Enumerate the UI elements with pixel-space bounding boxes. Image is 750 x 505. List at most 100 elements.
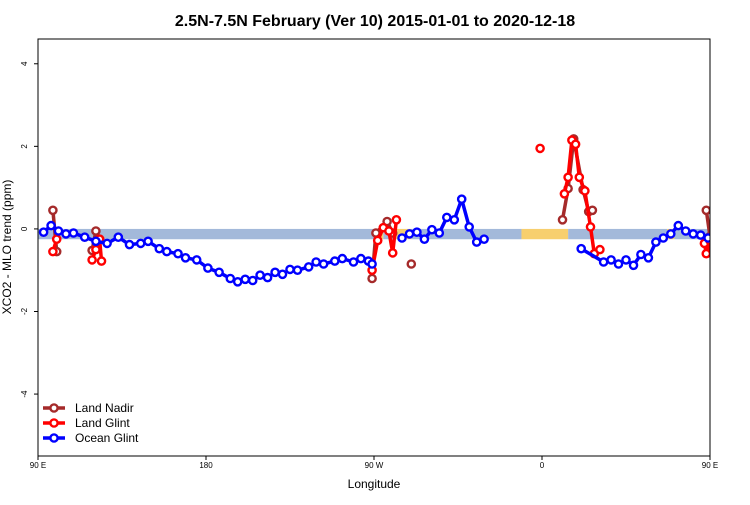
background-band-5 <box>521 228 569 240</box>
ocean-glint-point <box>277 269 288 280</box>
background-band-0 <box>38 228 376 240</box>
land-glint-point <box>384 226 394 236</box>
series-layer <box>38 134 710 287</box>
ocean-glint-point <box>628 260 639 271</box>
x-tick-label: 90 E <box>30 461 46 470</box>
land-glint-point <box>559 188 570 199</box>
ocean-glint-point <box>464 222 475 232</box>
land-nadir-point <box>701 205 710 216</box>
land-glint-point <box>535 143 545 154</box>
ocean-glint-point <box>102 238 112 249</box>
ocean-glint-point <box>46 220 56 231</box>
legend-item-land-nadir: Land Nadir <box>43 401 134 415</box>
land-glint-point <box>391 214 402 225</box>
y-tick-label: 2 <box>20 144 29 149</box>
ocean-glint-point <box>658 233 669 243</box>
x-axis: 90 E 180 90 W 0 90 E <box>30 456 718 470</box>
y-tick-label: -4 <box>20 390 29 398</box>
ocean-glint-point <box>161 246 172 257</box>
background-band-6 <box>568 228 668 240</box>
land-nadir-point <box>48 205 58 216</box>
land-glint-point <box>585 222 596 232</box>
ocean-glint-point <box>695 230 706 240</box>
land-glint-point <box>372 235 383 246</box>
land-nadir-point <box>91 226 101 236</box>
ocean-glint-point <box>397 233 407 243</box>
ocean-glint-point <box>124 239 135 250</box>
land-glint-point <box>574 172 585 183</box>
land-nadir-point <box>367 273 377 284</box>
ocean-glint-point <box>214 267 224 278</box>
ocean-glint-point <box>240 274 250 285</box>
ocean-glint-point <box>61 229 71 239</box>
ocean-glint-point <box>367 259 377 269</box>
ocean-glint-point <box>318 259 329 269</box>
ocean-glint-point <box>404 229 415 239</box>
x-tick-label: 0 <box>540 461 545 470</box>
ocean-glint-point <box>636 249 646 260</box>
ocean-glint-point <box>621 255 631 265</box>
land-nadir-point <box>406 259 417 269</box>
ocean-glint-point <box>337 253 348 264</box>
ocean-glint-point <box>113 232 124 242</box>
ocean-glint-point <box>303 262 314 272</box>
x-axis-title: Longitude <box>348 477 401 491</box>
land-glint-point <box>701 248 710 259</box>
ocean-glint-point <box>255 270 265 281</box>
land-glint-point <box>96 256 107 266</box>
y-axis-title: XCO2 - MLO trend (ppm) <box>0 180 14 315</box>
ocean-glint-point <box>412 227 422 237</box>
y-tick-label: 4 <box>20 61 29 66</box>
land-glint-point <box>51 234 62 244</box>
ocean-glint-point <box>143 236 153 247</box>
ocean-glint-point <box>311 257 321 267</box>
ocean-glint-point <box>348 257 359 267</box>
ocean-glint-point <box>643 252 654 263</box>
ocean-glint-point <box>673 220 684 231</box>
land-glint-point <box>595 244 605 255</box>
ocean-glint-point <box>606 255 616 265</box>
chart-title: 2.5N-7.5N February (Ver 10) 2015-01-01 t… <box>175 13 575 30</box>
ocean-glint-point <box>154 243 165 254</box>
ocean-glint-point <box>53 226 64 236</box>
y-tick-label: 0 <box>20 226 29 231</box>
land-glint-line-6 <box>702 238 710 256</box>
ocean-glint-point <box>285 264 295 275</box>
land-nadir-line-5 <box>704 208 710 251</box>
ocean-glint-point <box>441 212 452 223</box>
ocean-glint-point <box>598 257 609 267</box>
land-glint-point <box>91 244 101 255</box>
land-glint-point <box>387 248 398 258</box>
legend-label: Land Nadir <box>75 401 134 415</box>
ocean-glint-point <box>247 275 258 286</box>
ocean-glint-point <box>356 253 366 264</box>
land-glint-point <box>580 186 590 196</box>
ocean-glint-point <box>456 194 467 204</box>
y-axis: -4 -2 0 2 4 <box>20 61 38 398</box>
ocean-glint-point <box>270 267 280 278</box>
legend-marker <box>49 418 59 428</box>
ocean-glint-point <box>427 224 437 235</box>
ocean-glint-point <box>680 226 691 236</box>
ocean-glint-point <box>688 229 699 239</box>
ocean-glint-point <box>173 248 183 259</box>
ocean-glint-point <box>91 236 101 247</box>
legend-label: Ocean Glint <box>75 431 139 445</box>
ocean-glint-point <box>79 232 90 242</box>
y-tick-label: -2 <box>20 307 29 315</box>
ocean-glint-point <box>666 229 676 239</box>
ocean-glint-point <box>434 228 445 238</box>
ocean-glint-point <box>135 238 146 249</box>
series-ocean-glint <box>38 194 710 287</box>
legend-marker <box>49 433 59 443</box>
ocean-glint-point <box>262 272 273 283</box>
ocean-glint-point <box>576 243 587 254</box>
ocean-glint-point <box>613 259 624 269</box>
ocean-glint-point <box>479 234 489 244</box>
ocean-glint-point <box>68 228 79 238</box>
ocean-glint-point <box>471 237 482 247</box>
land-glint-point <box>570 139 581 150</box>
